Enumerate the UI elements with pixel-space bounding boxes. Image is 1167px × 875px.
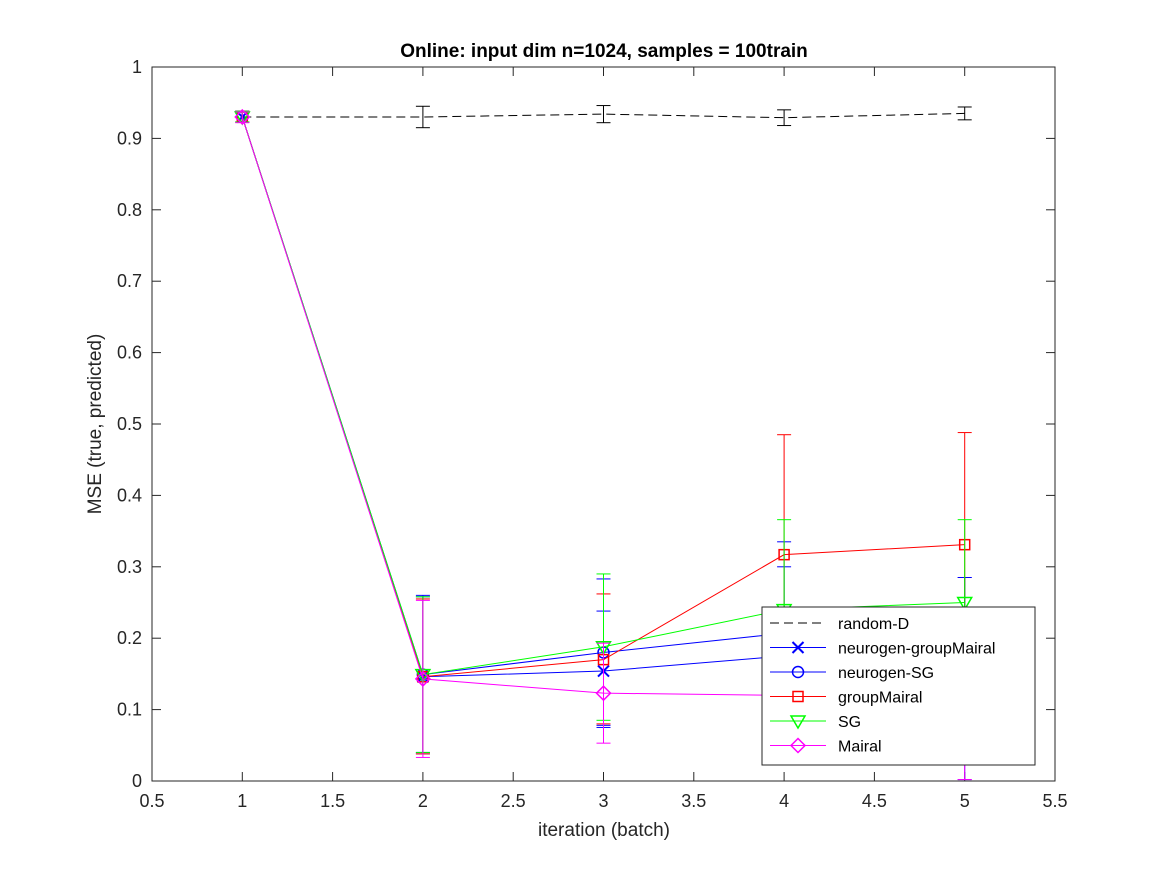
x-tick-label: 3.5 [681,791,706,811]
x-tick-label: 2.5 [501,791,526,811]
series-0 [235,105,972,129]
x-tick-label: 1.5 [320,791,345,811]
x-tick-label: 1 [237,791,247,811]
data-point [595,641,612,656]
data-point [595,685,612,702]
y-tick-label: 0.3 [117,557,142,577]
y-axis-label: MSE (true, predicted) [85,334,106,515]
x-tick-label: 5.5 [1042,791,1067,811]
legend-label: Mairal [838,739,882,756]
x-tick-label: 4 [779,791,789,811]
legend-marker [789,715,807,730]
data-point [414,670,431,687]
legend-marker [789,737,807,754]
y-tick-label: 0.5 [117,414,142,434]
data-point [956,596,974,611]
series-line [242,112,965,119]
y-axis-ticks: 0 0.1 0.2 0.3 0.4 0.5 0.6 0.7 0.8 0.9 1 [117,57,1055,791]
y-tick-label: 0 [132,771,142,791]
x-tick-label: 0.5 [139,791,164,811]
legend-marker [792,690,804,703]
x-tick-label: 5 [960,791,970,811]
y-tick-label: 0.6 [117,343,142,363]
legend-label: neurogen-groupMairal [838,641,995,658]
y-tick-label: 0.4 [117,485,142,505]
legend-marker-stroke [791,641,805,654]
y-tick-label: 0.1 [117,700,142,720]
x-tick-label: 4.5 [862,791,887,811]
legend-label: neurogen-SG [838,665,934,682]
y-tick-label: 0.8 [117,200,142,220]
y-tick-label: 0.7 [117,271,142,291]
x-tick-label: 3 [598,791,608,811]
legend: random-D neurogen-groupMairal neurogen-SG g… [761,606,1036,766]
y-tick-label: 0.2 [117,628,142,648]
x-axis-ticks: 0.5 1 1.5 2 2.5 3 3.5 4 4.5 5 5.5 [139,67,1068,811]
x-tick-label: 2 [418,791,428,811]
legend-label: SG [838,714,861,731]
legend-label: groupMairal [838,690,922,707]
legend-label: random-D [838,616,909,633]
data-point [234,108,251,126]
chart-title: Online: input dim n=1024, samples = 100t… [400,41,808,62]
y-tick-label: 1 [132,57,142,77]
legend-marker [791,665,805,679]
x-axis-label: iteration (batch) [538,820,670,841]
legend-marker [791,641,805,654]
legend-box [761,606,1036,766]
y-tick-label: 0.9 [117,128,142,148]
